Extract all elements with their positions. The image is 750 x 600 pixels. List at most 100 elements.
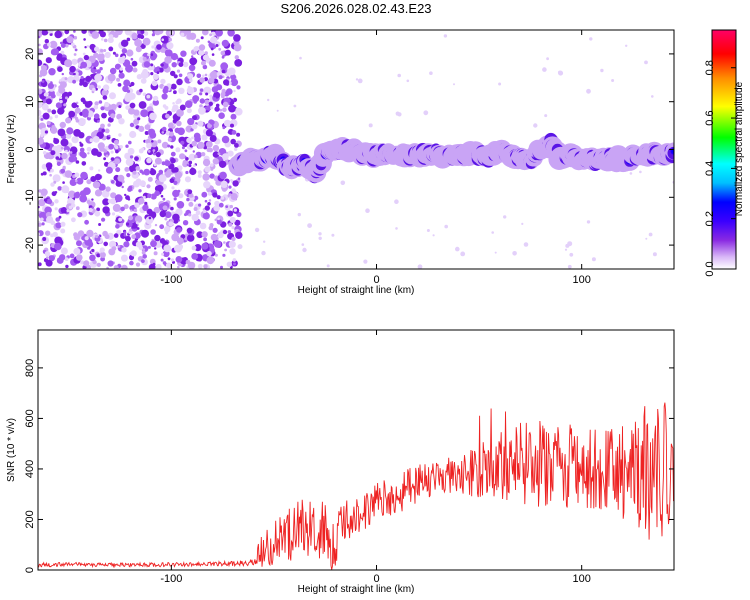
noise-blob bbox=[57, 107, 65, 115]
noise-blob bbox=[86, 45, 90, 48]
noise-blob bbox=[152, 149, 156, 152]
snr-frame bbox=[37, 329, 675, 571]
noise-blob bbox=[100, 256, 105, 262]
noise-blob bbox=[611, 79, 615, 82]
noise-blob bbox=[180, 32, 185, 37]
noise-blob bbox=[71, 58, 78, 65]
noise-blob bbox=[181, 234, 185, 238]
noise-blob bbox=[60, 247, 68, 255]
noise-blob bbox=[158, 174, 167, 183]
noise-blob bbox=[102, 95, 108, 100]
noise-blob bbox=[209, 71, 218, 79]
noise-blob bbox=[221, 39, 229, 47]
noise-blob bbox=[137, 197, 145, 205]
noise-blob bbox=[131, 234, 137, 240]
noise-blob bbox=[175, 256, 183, 263]
noise-blob bbox=[52, 231, 58, 238]
noise-blob bbox=[150, 63, 154, 67]
noise-blob bbox=[188, 64, 196, 72]
noise-blob bbox=[193, 164, 196, 168]
bottom-x-axis-label: Height of straight line (km) bbox=[298, 584, 415, 595]
noise-blob bbox=[198, 44, 206, 51]
noise-blob bbox=[521, 222, 524, 225]
noise-blob bbox=[117, 244, 121, 248]
noise-blob bbox=[60, 221, 66, 227]
noise-blob bbox=[73, 53, 77, 56]
noise-blob bbox=[199, 222, 207, 230]
noise-blob bbox=[213, 240, 222, 248]
noise-blob bbox=[47, 91, 53, 97]
noise-blob bbox=[207, 191, 212, 196]
noise-blob bbox=[148, 216, 152, 220]
noise-blob bbox=[143, 61, 151, 68]
noise-blob bbox=[307, 223, 312, 229]
noise-blob bbox=[214, 218, 218, 222]
noise-blob bbox=[98, 183, 106, 191]
noise-blob bbox=[199, 88, 204, 92]
noise-blob bbox=[71, 203, 76, 208]
noise-blob bbox=[187, 85, 191, 89]
noise-blob bbox=[109, 92, 116, 100]
noise-blob bbox=[124, 166, 130, 172]
noise-blob bbox=[230, 78, 239, 87]
noise-blob bbox=[38, 109, 42, 117]
noise-blob bbox=[149, 168, 157, 176]
noise-blob bbox=[50, 168, 54, 173]
noise-blob bbox=[81, 161, 87, 166]
noise-blob bbox=[124, 30, 132, 36]
noise-blob bbox=[107, 73, 116, 82]
noise-blob bbox=[201, 242, 209, 250]
noise-blob bbox=[121, 42, 125, 46]
noise-blob bbox=[155, 263, 162, 269]
noise-blob bbox=[198, 106, 206, 115]
noise-blob bbox=[188, 164, 192, 168]
noise-blob bbox=[202, 74, 205, 78]
noise-blob bbox=[100, 106, 105, 111]
noise-blob bbox=[209, 119, 215, 125]
noise-blob bbox=[154, 247, 157, 250]
noise-blob bbox=[155, 151, 161, 158]
noise-blob bbox=[114, 145, 119, 150]
noise-blob bbox=[184, 100, 193, 108]
noise-blob bbox=[54, 114, 59, 119]
noise-blob bbox=[77, 118, 86, 126]
noise-blob bbox=[214, 200, 220, 207]
noise-blob bbox=[110, 103, 117, 111]
colorbar-tick-label: 0.6 bbox=[704, 110, 716, 125]
noise-blob bbox=[199, 92, 203, 96]
noise-blob bbox=[76, 254, 83, 261]
noise-blob bbox=[199, 77, 205, 83]
noise-blob bbox=[198, 203, 202, 207]
noise-blob bbox=[206, 250, 212, 257]
noise-blob bbox=[235, 231, 243, 239]
noise-blob bbox=[197, 141, 205, 149]
noise-blob bbox=[201, 134, 208, 141]
noise-blob bbox=[213, 97, 217, 101]
noise-blob bbox=[150, 72, 154, 76]
noise-blob bbox=[177, 265, 180, 269]
noise-blob bbox=[129, 260, 134, 266]
noise-blob bbox=[110, 198, 117, 205]
noise-blob bbox=[121, 264, 128, 269]
noise-blob bbox=[109, 240, 117, 249]
noise-blob bbox=[186, 137, 192, 144]
noise-blob bbox=[218, 160, 227, 168]
noise-blob bbox=[227, 67, 236, 76]
noise-blob bbox=[207, 202, 211, 206]
noise-blob bbox=[202, 173, 210, 181]
noise-blob bbox=[113, 158, 121, 165]
noise-blob bbox=[142, 56, 147, 61]
noise-blob bbox=[565, 243, 570, 248]
noise-blob bbox=[512, 251, 517, 256]
noise-blob bbox=[161, 131, 165, 134]
snr-series-line bbox=[38, 402, 674, 570]
noise-blob bbox=[76, 177, 84, 185]
noise-blob bbox=[178, 87, 185, 95]
noise-blob bbox=[147, 128, 156, 136]
noise-blob bbox=[118, 72, 125, 79]
noise-blob bbox=[54, 242, 62, 251]
noise-blob bbox=[91, 198, 94, 201]
noise-blob bbox=[110, 192, 117, 199]
noise-blob bbox=[91, 31, 100, 39]
noise-blob bbox=[186, 234, 195, 242]
